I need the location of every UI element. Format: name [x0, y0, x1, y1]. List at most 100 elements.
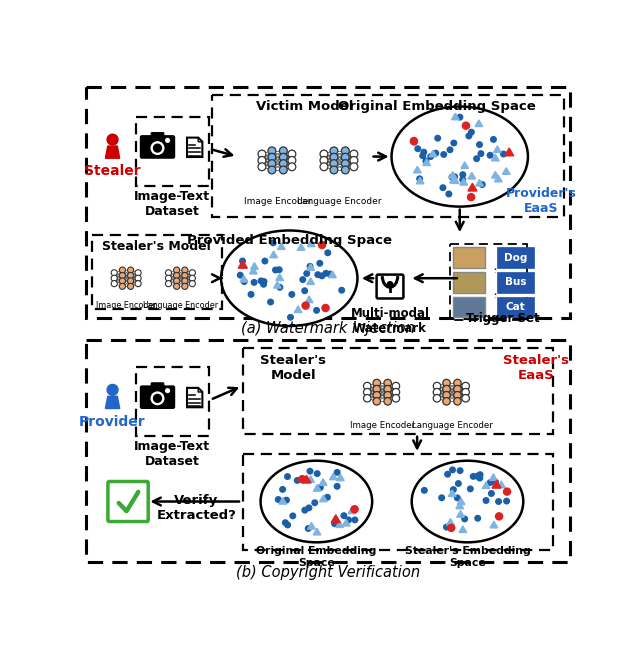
Circle shape	[111, 275, 117, 281]
Circle shape	[239, 257, 246, 265]
Circle shape	[182, 278, 188, 284]
Polygon shape	[314, 485, 321, 491]
Polygon shape	[319, 479, 327, 485]
Polygon shape	[492, 481, 501, 488]
Circle shape	[314, 470, 321, 477]
Circle shape	[298, 475, 307, 483]
Circle shape	[433, 389, 441, 396]
Text: Stealer's Embedding
Space: Stealer's Embedding Space	[404, 546, 531, 568]
Polygon shape	[106, 146, 120, 158]
Circle shape	[287, 314, 294, 321]
Polygon shape	[416, 177, 424, 184]
Circle shape	[341, 147, 349, 154]
Polygon shape	[342, 519, 350, 526]
Circle shape	[150, 391, 166, 406]
Circle shape	[474, 473, 481, 479]
Polygon shape	[476, 180, 483, 186]
Polygon shape	[278, 243, 285, 249]
Circle shape	[454, 385, 461, 393]
Circle shape	[261, 258, 268, 265]
Polygon shape	[492, 154, 499, 161]
Circle shape	[465, 133, 472, 139]
Circle shape	[284, 473, 291, 480]
Circle shape	[314, 271, 321, 278]
Text: Provider: Provider	[79, 415, 146, 429]
Circle shape	[305, 505, 312, 511]
Circle shape	[316, 260, 323, 267]
Circle shape	[268, 147, 276, 154]
Circle shape	[119, 278, 125, 284]
Polygon shape	[449, 490, 456, 497]
Polygon shape	[502, 168, 510, 174]
Circle shape	[467, 485, 474, 493]
Circle shape	[313, 307, 320, 314]
Circle shape	[324, 249, 332, 257]
FancyBboxPatch shape	[497, 272, 534, 293]
Circle shape	[326, 271, 333, 277]
Circle shape	[288, 163, 296, 170]
Circle shape	[318, 241, 326, 249]
Polygon shape	[456, 502, 463, 509]
Circle shape	[321, 304, 330, 312]
Circle shape	[503, 487, 511, 496]
Circle shape	[373, 398, 381, 405]
Text: Multi-modal
Watermark: Multi-modal Watermark	[351, 307, 429, 335]
Circle shape	[364, 389, 371, 396]
Circle shape	[338, 287, 345, 294]
Polygon shape	[305, 296, 313, 302]
Polygon shape	[483, 482, 490, 489]
Polygon shape	[423, 159, 431, 166]
Circle shape	[107, 134, 118, 145]
Bar	[86, 340, 570, 562]
Polygon shape	[468, 183, 477, 191]
Circle shape	[350, 156, 358, 164]
Circle shape	[111, 280, 117, 286]
FancyBboxPatch shape	[141, 136, 174, 158]
Circle shape	[182, 272, 188, 278]
Ellipse shape	[392, 107, 528, 207]
Circle shape	[173, 267, 180, 273]
Circle shape	[341, 160, 349, 168]
Circle shape	[373, 379, 381, 387]
Circle shape	[305, 525, 312, 532]
Circle shape	[333, 483, 340, 490]
Circle shape	[320, 163, 328, 170]
Circle shape	[324, 494, 331, 501]
FancyBboxPatch shape	[151, 133, 164, 139]
Text: Bus: Bus	[505, 277, 526, 288]
Circle shape	[495, 498, 502, 505]
Circle shape	[477, 471, 484, 478]
Ellipse shape	[221, 231, 358, 326]
Circle shape	[282, 519, 289, 526]
Circle shape	[440, 151, 447, 158]
Polygon shape	[459, 526, 467, 532]
Polygon shape	[337, 474, 344, 481]
Circle shape	[320, 150, 328, 158]
Circle shape	[411, 139, 418, 146]
Circle shape	[257, 277, 264, 284]
Polygon shape	[106, 396, 120, 408]
Polygon shape	[307, 278, 314, 284]
Polygon shape	[238, 261, 247, 269]
Circle shape	[311, 499, 318, 506]
Circle shape	[107, 385, 118, 395]
Circle shape	[474, 514, 481, 522]
Circle shape	[166, 139, 170, 143]
Circle shape	[280, 160, 287, 168]
Circle shape	[268, 166, 276, 174]
Circle shape	[454, 495, 461, 501]
Polygon shape	[348, 507, 356, 514]
Circle shape	[258, 156, 266, 164]
Polygon shape	[451, 177, 459, 184]
Circle shape	[189, 275, 195, 281]
Circle shape	[127, 272, 134, 278]
Circle shape	[165, 275, 172, 281]
Polygon shape	[298, 244, 305, 250]
Circle shape	[288, 156, 296, 164]
Circle shape	[392, 383, 399, 390]
Polygon shape	[251, 263, 259, 269]
Circle shape	[443, 524, 450, 530]
Circle shape	[248, 291, 255, 298]
Circle shape	[330, 153, 338, 161]
Circle shape	[333, 469, 340, 476]
